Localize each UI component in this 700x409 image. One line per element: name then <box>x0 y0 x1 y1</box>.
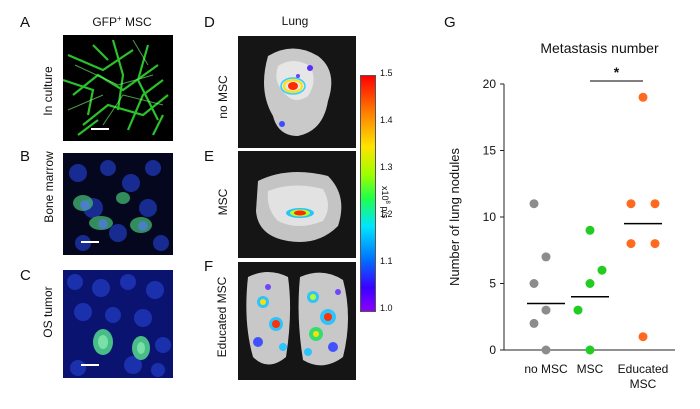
scale-bar-b <box>81 241 99 243</box>
data-point <box>626 199 636 209</box>
data-point <box>585 279 595 288</box>
data-point <box>597 265 607 275</box>
row-label-no-msc: no MSC <box>216 75 230 119</box>
data-point <box>650 199 660 209</box>
data-point <box>529 199 539 209</box>
data-point <box>541 252 551 262</box>
x-tick-label: MSC <box>577 362 604 376</box>
scale-bar-c <box>81 364 99 366</box>
row-label-os-tumor: OS tumor <box>41 286 55 338</box>
lung-image-educated-msc <box>238 262 356 380</box>
data-point <box>585 225 595 235</box>
chart-title: Metastasis number <box>540 40 659 56</box>
data-point <box>541 345 551 355</box>
y-axis-label: Number of lung nodules <box>447 147 462 286</box>
colorbar-tick: 1.4 <box>380 115 393 125</box>
micrograph-os-tumor <box>63 270 173 378</box>
colorbar-tick-labels: 1.5 1.4 1.3 1.2 1.1 1.0 <box>380 68 402 318</box>
x-tick-label: Educated <box>618 362 669 376</box>
row-label-msc: MSC <box>216 188 230 216</box>
y-tick-label: 15 <box>483 144 497 158</box>
x-tick-label: MSC <box>630 377 657 391</box>
y-tick-label: 20 <box>483 77 497 91</box>
micrograph-in-culture <box>63 35 173 141</box>
gfp-msc-header: GFP+ MSC <box>92 14 152 29</box>
lung-image-no-msc <box>238 36 356 148</box>
panel-label-a: A <box>20 14 31 31</box>
panel-label-g: G <box>444 14 456 31</box>
colorbar <box>360 75 376 312</box>
data-point <box>541 305 551 315</box>
micrograph-bone-marrow <box>63 153 173 255</box>
data-point <box>638 332 648 342</box>
panel-label-f: F <box>204 258 214 275</box>
data-point <box>529 318 539 328</box>
colorbar-tick: 1.2 <box>380 209 393 219</box>
lung-image-msc <box>238 151 356 258</box>
row-label-educated-msc: Educated MSC <box>215 276 229 358</box>
data-point <box>585 345 595 355</box>
panel-label-d: D <box>204 14 215 31</box>
scale-bar-a <box>91 128 109 130</box>
panel-label-c: C <box>20 267 31 284</box>
colorbar-unit: x108 p/s <box>380 186 390 219</box>
colorbar-tick: 1.5 <box>380 68 393 78</box>
data-point <box>573 305 583 315</box>
y-tick-label: 0 <box>489 343 496 357</box>
y-tick-label: 5 <box>489 277 496 291</box>
data-point <box>638 92 648 102</box>
lung-header: Lung <box>281 14 309 28</box>
row-label-bone-marrow: Bone marrow <box>42 151 56 223</box>
y-tick-label: 10 <box>483 210 497 224</box>
x-tick-label: no MSC <box>524 362 568 376</box>
metastasis-chart: Metastasis number 0 5 10 15 20 Number of lung … <box>447 40 675 391</box>
row-label-in-culture: In culture <box>41 66 55 116</box>
colorbar-tick: 1.1 <box>380 256 393 266</box>
colorbar-tick: 1.3 <box>380 162 393 172</box>
data-point <box>529 279 539 288</box>
significance-label: * <box>614 64 620 80</box>
data-point <box>626 239 636 249</box>
panel-label-e: E <box>204 148 215 165</box>
colorbar-tick: 1.0 <box>380 303 393 313</box>
panel-label-b: B <box>20 148 31 165</box>
data-point <box>650 239 660 249</box>
